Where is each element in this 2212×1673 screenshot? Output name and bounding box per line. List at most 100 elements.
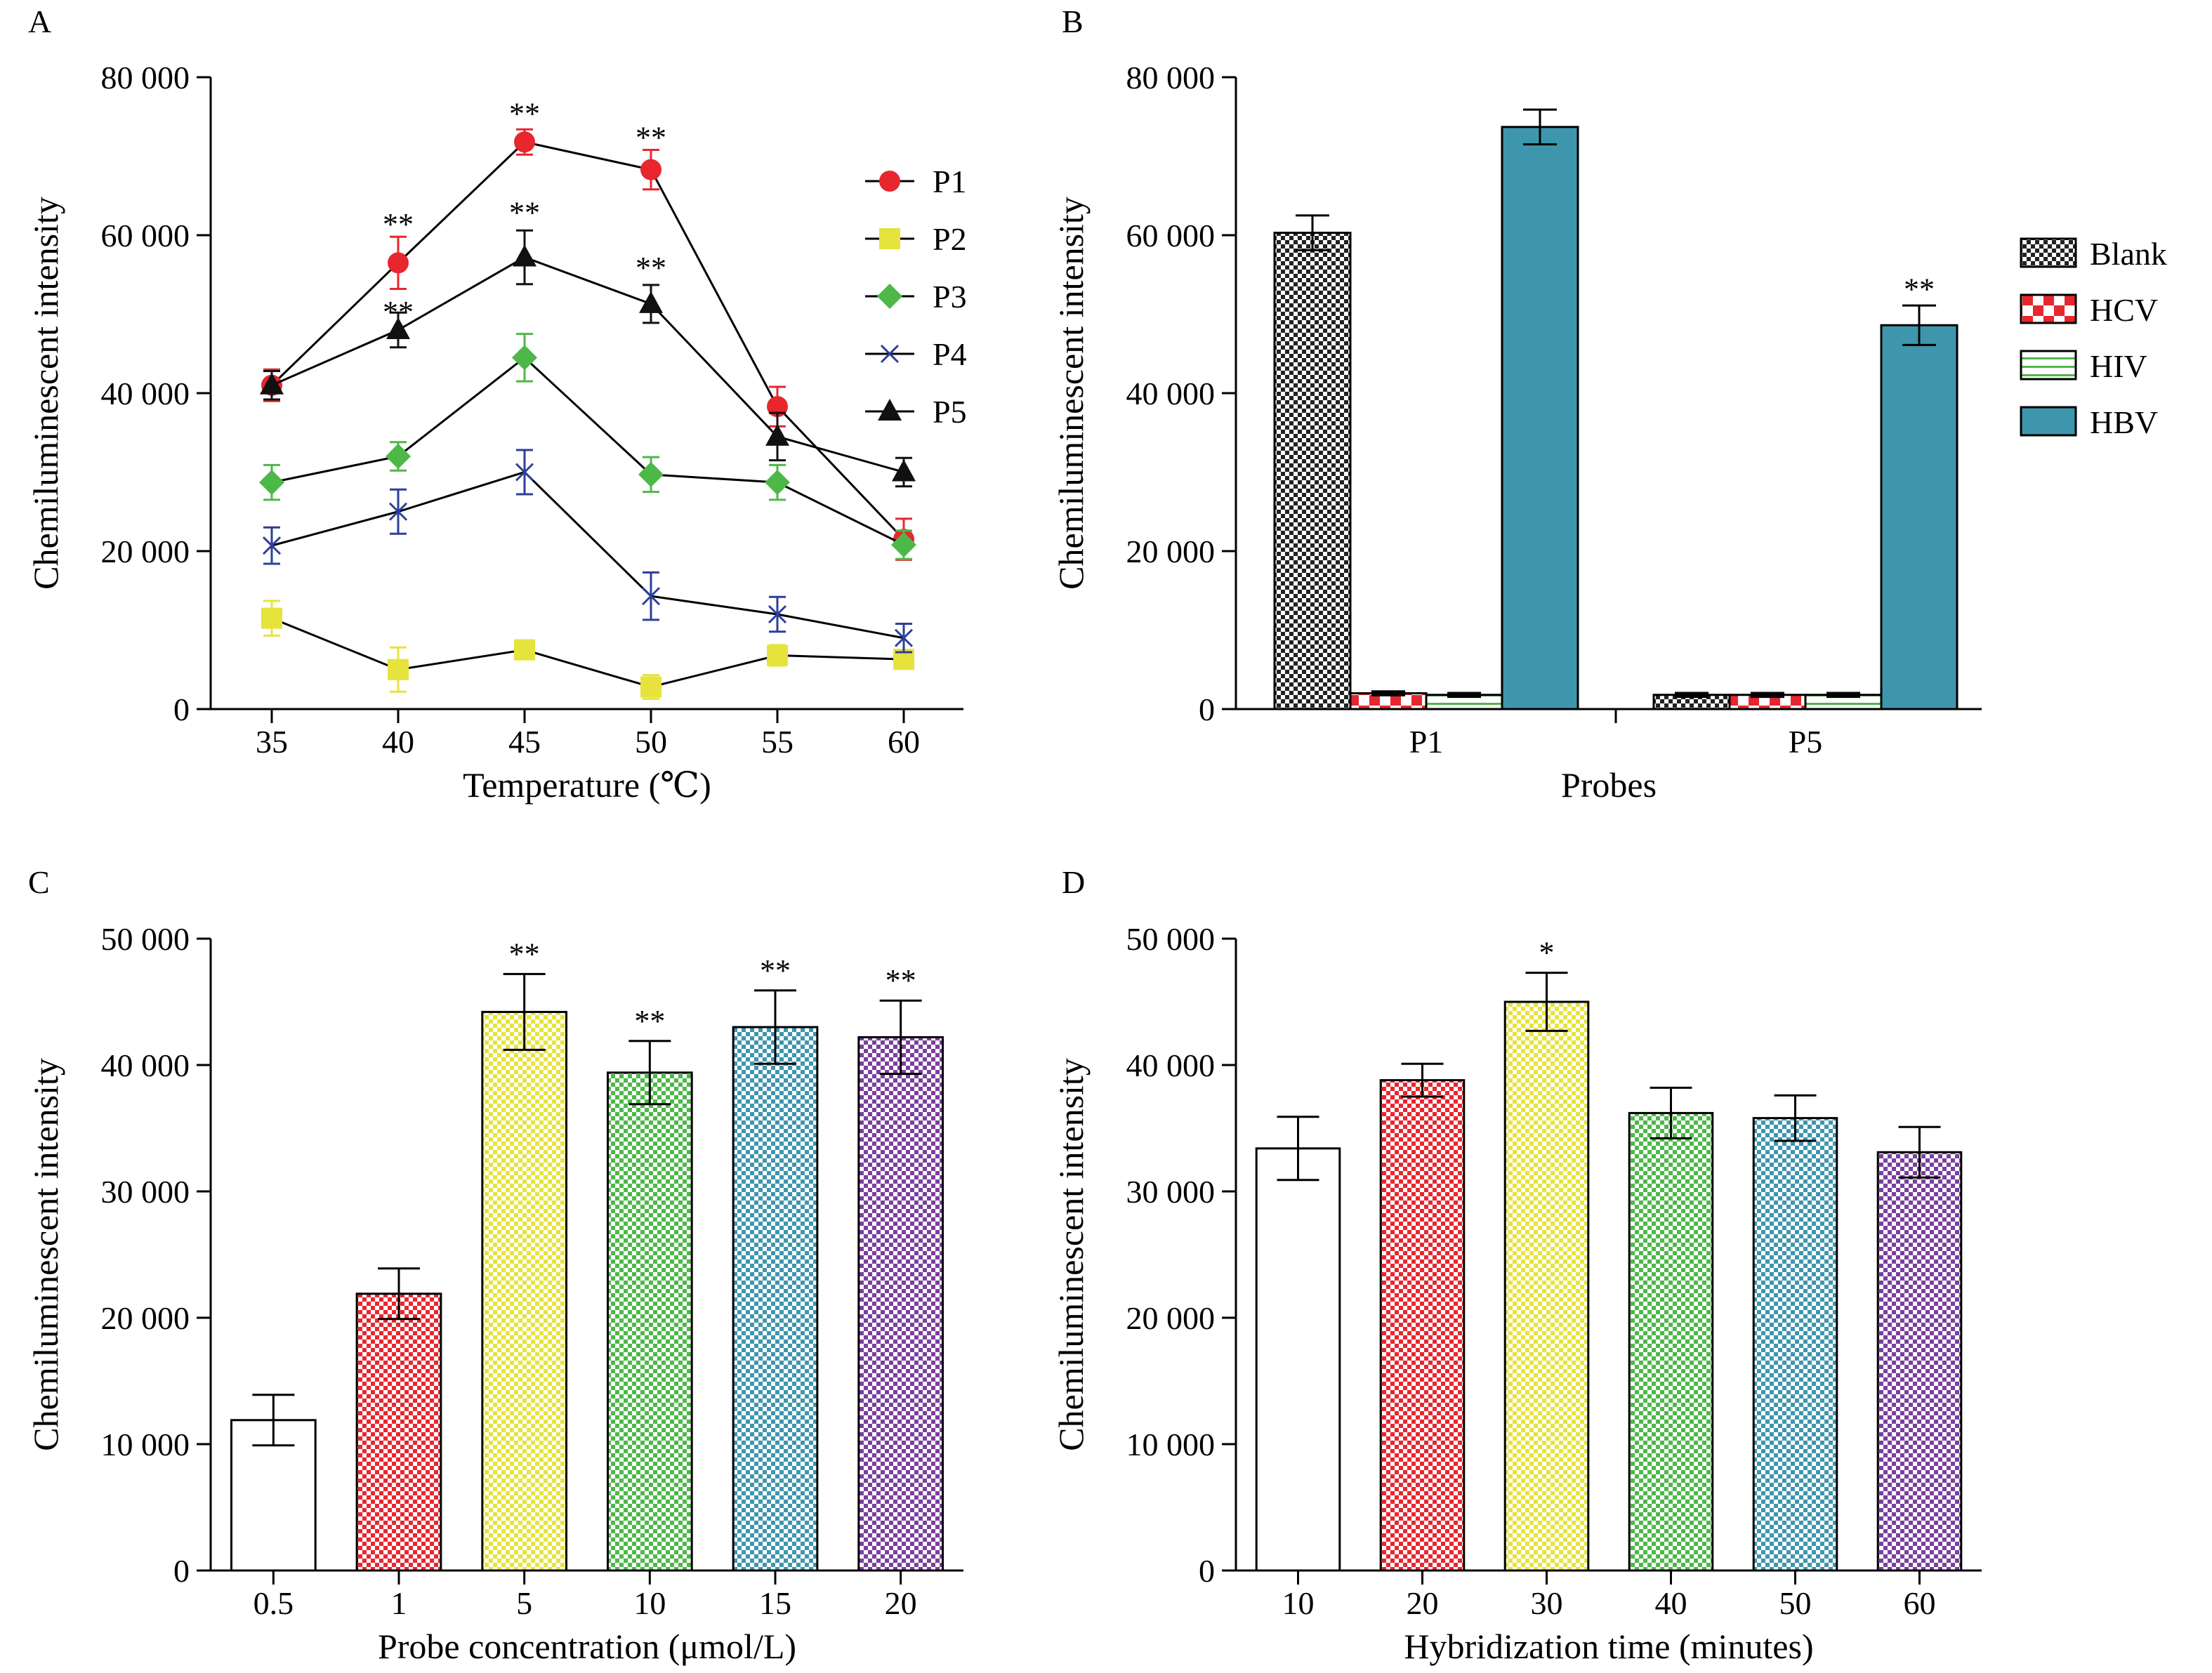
- x-axis-title: Probes: [1561, 765, 1657, 805]
- x-tick-label: 10: [633, 1585, 666, 1621]
- x-tick-label: 60: [1904, 1585, 1936, 1621]
- legend-marker: [877, 284, 902, 309]
- error-bar: [1371, 690, 1405, 696]
- x-tick-label: 30: [1531, 1585, 1563, 1621]
- legend-marker: [879, 171, 900, 192]
- data-point: [514, 639, 535, 661]
- legend-label: HCV: [2090, 292, 2158, 328]
- x-tick-label: 1: [391, 1585, 407, 1621]
- legend-entry-p4: P4: [865, 336, 967, 372]
- data-point: [765, 470, 790, 496]
- y-tick-label: 50 000: [1126, 921, 1216, 957]
- x-tick-label: 20: [885, 1585, 917, 1621]
- error-bar: [628, 1040, 671, 1106]
- error-bar: [1675, 692, 1709, 699]
- legend-label: P4: [933, 336, 967, 372]
- x-tick-label: 20: [1407, 1585, 1439, 1621]
- significance-marker: **: [509, 195, 540, 230]
- data-point: [262, 536, 282, 555]
- legend-swatch: [2020, 350, 2077, 381]
- x-tick-label: P5: [1789, 724, 1823, 760]
- bar: [1503, 1000, 1590, 1572]
- legend-entry-p2: P2: [865, 221, 967, 257]
- y-axis-title: Chemiluminescent intensity: [26, 1058, 65, 1451]
- data-point: [515, 463, 534, 482]
- legend-entry-blank: Blank: [2020, 236, 2167, 272]
- data-point: [260, 372, 284, 395]
- x-tick-label: 40: [1655, 1585, 1687, 1621]
- significance-marker: **: [383, 207, 414, 242]
- x-tick-label: 5: [516, 1585, 532, 1621]
- bar: [1273, 232, 1352, 710]
- data-point: [640, 676, 661, 698]
- error-bar: [1774, 1094, 1817, 1142]
- legend-label: HBV: [2090, 404, 2158, 440]
- y-tick-label: 40 000: [101, 1047, 190, 1083]
- legend-marker: [879, 228, 900, 249]
- series-line-p4: [271, 470, 904, 640]
- error-bar: [503, 972, 546, 1051]
- y-tick-label: 60 000: [101, 218, 190, 253]
- data-point: [768, 604, 787, 624]
- chart-panel-c: 0 10 000 20 000 30 000 40 000 50 000 Chemilumi…: [26, 921, 963, 1666]
- x-tick-label: 50: [1779, 1585, 1812, 1621]
- legend-entry-hbv: HBV: [2020, 404, 2158, 440]
- data-point: [261, 607, 282, 629]
- x-tick-label: 35: [256, 724, 288, 760]
- data-point: [767, 644, 788, 666]
- data-point: [891, 532, 916, 557]
- x-tick-label: 40: [382, 724, 414, 760]
- x-axis-title: Temperature (℃): [463, 765, 711, 805]
- error-bar: [879, 999, 922, 1076]
- bar: [1876, 1151, 1963, 1572]
- significance-marker: **: [509, 97, 540, 131]
- chart-panel-d: 0 10 000 20 000 30 000 40 000 50 000 Chemilumi…: [1051, 921, 1982, 1666]
- series-p4: [262, 449, 914, 654]
- panel-label-b: B: [1062, 4, 1084, 39]
- panel-label-d: D: [1062, 864, 1085, 900]
- bar: [606, 1071, 693, 1572]
- data-point: [640, 159, 661, 180]
- y-tick-label: 40 000: [1126, 376, 1216, 411]
- bar: [1628, 1111, 1714, 1572]
- significance-marker: **: [760, 953, 791, 988]
- legend-label: HIV: [2090, 348, 2147, 384]
- x-axis-title: Hybridization time (minutes): [1404, 1627, 1813, 1666]
- error-bar: [1902, 304, 1936, 346]
- bar-series: [1255, 972, 1963, 1572]
- panel-label-a: A: [28, 4, 51, 39]
- chart-panel-b: 0 20 000 40 000 60 000 80 000 Chemiluminescen…: [1051, 60, 2167, 805]
- data-point: [388, 502, 408, 521]
- y-tick-label: 0: [1199, 1553, 1215, 1589]
- y-tick-label: 50 000: [101, 921, 190, 957]
- error-bar: [1650, 1086, 1692, 1139]
- significance-marker: **: [636, 251, 666, 285]
- x-tick-label: 55: [761, 724, 794, 760]
- bar-series: [230, 972, 944, 1572]
- data-point: [259, 470, 284, 496]
- series-line-p1: [270, 140, 905, 541]
- y-axis-title: Chemiluminescent intensity: [26, 197, 65, 590]
- y-tick-label: 20 000: [1126, 1300, 1216, 1336]
- data-point: [514, 131, 535, 153]
- significance-marker: **: [634, 1004, 665, 1038]
- x-tick-label: 0.5: [254, 1585, 294, 1621]
- data-point: [765, 423, 789, 446]
- bar: [1501, 126, 1579, 710]
- error-bar: [378, 1267, 420, 1321]
- x-tick-label: P1: [1409, 724, 1444, 760]
- bar: [1379, 1079, 1466, 1572]
- data-point: [894, 628, 914, 647]
- error-bar: [1277, 1116, 1319, 1182]
- y-axis-title: Chemiluminescent intensity: [1051, 197, 1091, 590]
- error-bar: [1751, 692, 1784, 699]
- legend-marker: [880, 344, 900, 364]
- y-tick-label: 80 000: [101, 60, 190, 95]
- legend-entry-p3: P3: [865, 279, 967, 315]
- legend-label: P3: [933, 279, 967, 315]
- x-axis-title: Probe concentration (μmol/L): [378, 1627, 796, 1666]
- legend-label: P1: [933, 164, 967, 199]
- bar: [481, 1010, 568, 1572]
- legend-marker: [878, 399, 902, 421]
